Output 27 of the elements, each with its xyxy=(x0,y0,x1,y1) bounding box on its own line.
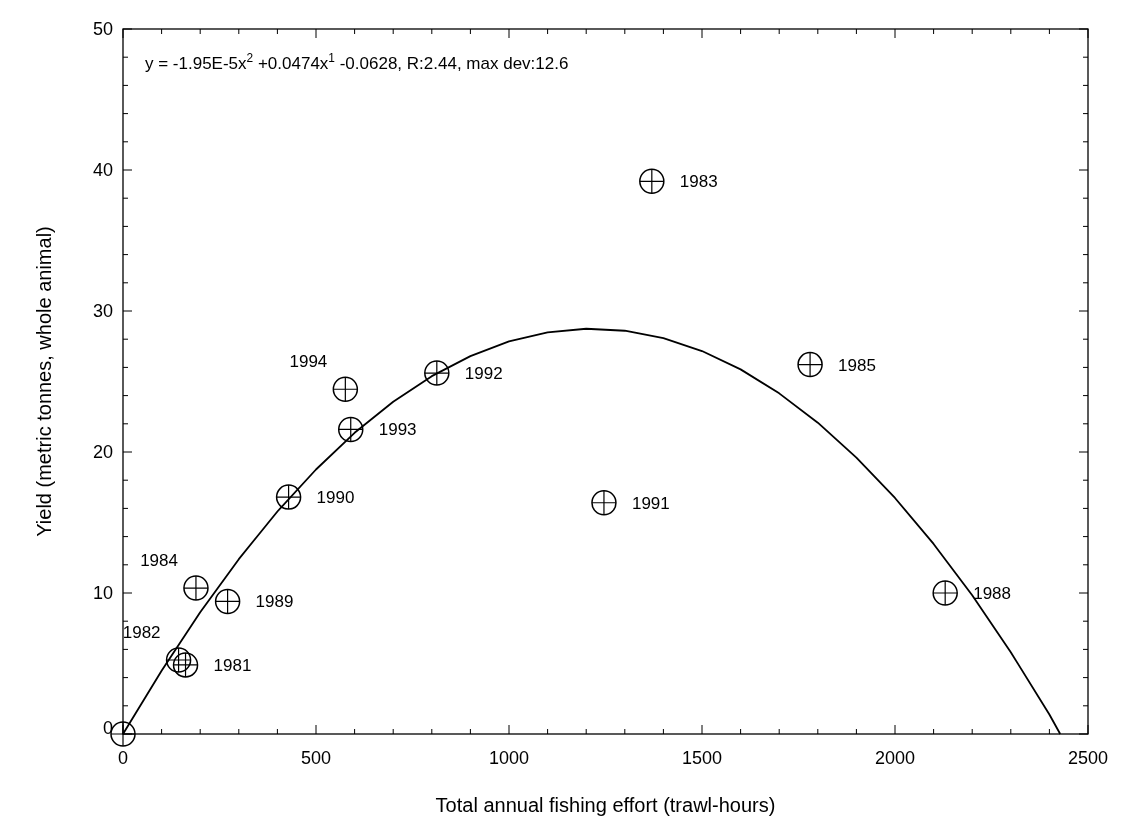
annotation: 1982 xyxy=(122,622,161,642)
y-tick-label: 30 xyxy=(92,301,113,321)
y-tick-label: 40 xyxy=(92,160,113,180)
annotation: 1994 xyxy=(289,352,328,372)
annotation: 1989 xyxy=(255,592,294,612)
annotation: 1990 xyxy=(316,488,355,508)
x-tick-label: 1000 xyxy=(488,748,530,768)
x-tick-label: 2500 xyxy=(1067,748,1109,768)
y-tick-label: 10 xyxy=(92,583,113,603)
y-tick-label: 0 xyxy=(102,718,113,738)
x-tick-label: 2000 xyxy=(874,748,916,768)
y-tick-label: 50 xyxy=(92,19,113,39)
y-axis-title: Yield (metric tonnes, whole animal) xyxy=(33,226,55,537)
annotation: 1988 xyxy=(973,584,1012,603)
annotation: 1991 xyxy=(631,493,670,513)
annotation: 1992 xyxy=(464,364,503,384)
x-tick-label: 500 xyxy=(300,748,332,768)
annotation: 1981 xyxy=(213,655,252,675)
y-tick-label: 20 xyxy=(92,442,113,462)
x-tick-label: 0 xyxy=(117,748,129,768)
x-axis-title: Total annual fishing effort (trawl-hours) xyxy=(435,794,776,816)
annotation: y = -1.95E-5x$^{2}$ +0.0474x$^{1}$ -0.0628, R:2.44, max dev:12.6 xyxy=(145,51,569,73)
x-tick-label: 1500 xyxy=(681,748,723,768)
annotation: 1985 xyxy=(838,355,876,375)
annotation: 1993 xyxy=(378,420,417,440)
annotation: 1983 xyxy=(679,172,718,192)
annotation: 1984 xyxy=(140,551,178,571)
